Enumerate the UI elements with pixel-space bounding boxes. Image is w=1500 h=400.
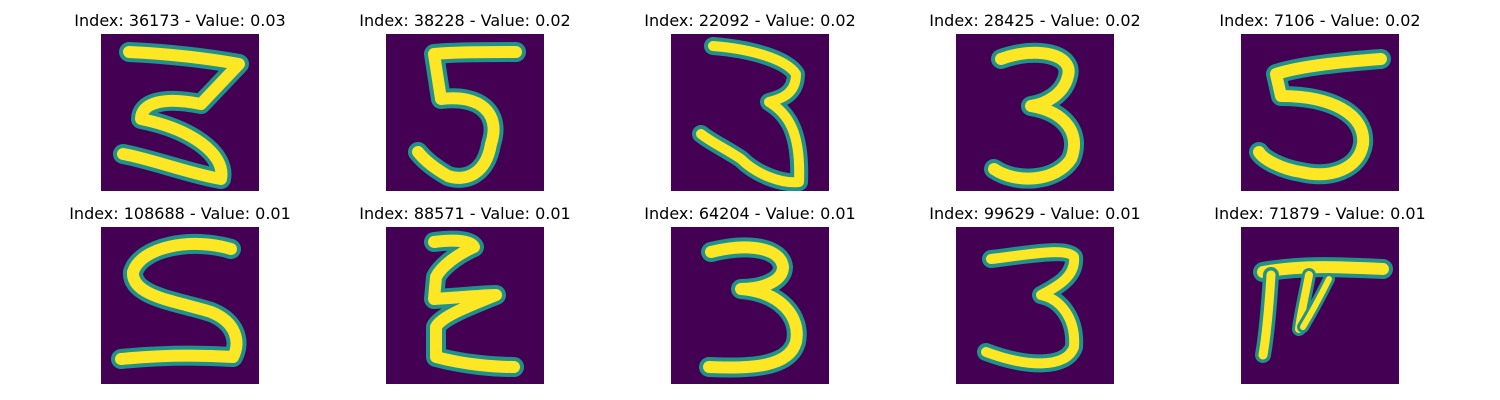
panel-title: Index: 88571 - Value: 0.01 bbox=[359, 204, 571, 223]
panel-title: Index: 71879 - Value: 0.01 bbox=[1214, 204, 1426, 223]
panel-5: Index: 7106 - Value: 0.02 bbox=[1205, 12, 1435, 202]
panel-9: Index: 99629 - Value: 0.01 bbox=[920, 205, 1150, 395]
panel-title: Index: 36173 - Value: 0.03 bbox=[74, 11, 286, 30]
panel-3: Index: 22092 - Value: 0.02 bbox=[635, 12, 865, 202]
panel-title: Index: 7106 - Value: 0.02 bbox=[1219, 11, 1421, 30]
panel-2: Index: 38228 - Value: 0.02 bbox=[350, 12, 580, 202]
digit-image bbox=[386, 227, 544, 384]
panel-title: Index: 64204 - Value: 0.01 bbox=[644, 204, 856, 223]
panel-1: Index: 36173 - Value: 0.03 bbox=[65, 12, 295, 202]
panel-title: Index: 28425 - Value: 0.02 bbox=[929, 11, 1141, 30]
panel-10: Index: 71879 - Value: 0.01 bbox=[1205, 205, 1435, 395]
digit-image bbox=[1241, 34, 1399, 191]
digit-image bbox=[671, 34, 829, 191]
panel-8: Index: 64204 - Value: 0.01 bbox=[635, 205, 865, 395]
digit-image bbox=[956, 34, 1114, 191]
digit-image bbox=[956, 227, 1114, 384]
digit-image bbox=[671, 227, 829, 384]
panel-title: Index: 38228 - Value: 0.02 bbox=[359, 11, 571, 30]
panel-title: Index: 108688 - Value: 0.01 bbox=[69, 204, 291, 223]
panel-6: Index: 108688 - Value: 0.01 bbox=[65, 205, 295, 395]
panel-7: Index: 88571 - Value: 0.01 bbox=[350, 205, 580, 395]
panel-4: Index: 28425 - Value: 0.02 bbox=[920, 12, 1150, 202]
digit-image bbox=[386, 34, 544, 191]
panel-title: Index: 99629 - Value: 0.01 bbox=[929, 204, 1141, 223]
digit-image bbox=[101, 34, 259, 191]
digit-image bbox=[1241, 227, 1399, 384]
panel-title: Index: 22092 - Value: 0.02 bbox=[644, 11, 856, 30]
digit-image bbox=[101, 227, 259, 384]
